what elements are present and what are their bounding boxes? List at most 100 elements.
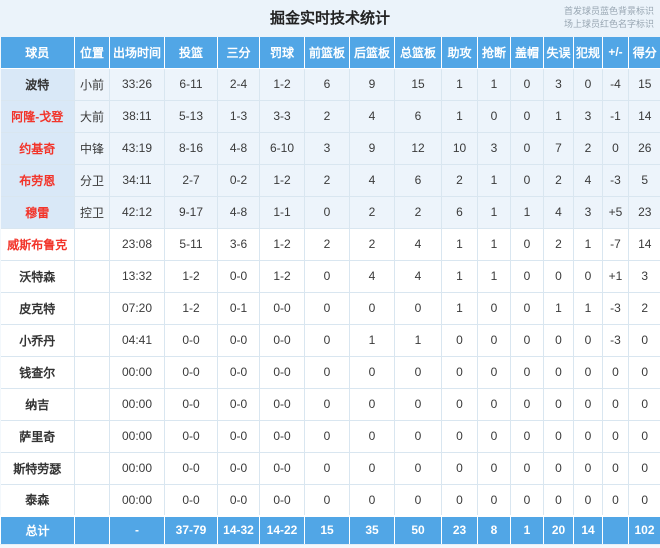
stat-cell-三分: 1-3 <box>217 99 260 133</box>
stat-cell-总篮板: 6 <box>394 99 442 133</box>
stat-cell-失误: 1 <box>543 99 574 133</box>
stat-cell-得分: 0 <box>628 451 660 485</box>
stat-cell-位置 <box>74 323 110 357</box>
stat-cell-+/-: -3 <box>602 163 629 197</box>
stat-cell-后篮板: 0 <box>349 355 395 389</box>
stat-cell-三分: 4-8 <box>217 131 260 165</box>
stat-cell-位置: 控卫 <box>74 195 110 229</box>
stat-cell-罚球: 0-0 <box>259 291 305 325</box>
stat-cell-罚球: 1-2 <box>259 259 305 293</box>
stat-cell-盖帽: 1 <box>510 195 544 229</box>
stat-cell-投篮: 1-2 <box>164 291 218 325</box>
stat-cell-后篮板: 9 <box>349 131 395 165</box>
stat-cell-出场时间: 38:11 <box>109 99 165 133</box>
stat-cell-犯规: 0 <box>573 451 603 485</box>
stat-cell-位置 <box>74 451 110 485</box>
stat-cell-犯规: 0 <box>573 387 603 421</box>
stat-cell-出场时间: 07:20 <box>109 291 165 325</box>
column-header-7: 后篮板 <box>349 37 395 69</box>
stat-cell-位置 <box>74 515 110 545</box>
stat-cell-抢断: 3 <box>477 131 511 165</box>
stat-cell-位置: 分卫 <box>74 163 110 197</box>
stat-cell-罚球: 0-0 <box>259 387 305 421</box>
stat-cell-+/-: 0 <box>602 483 629 517</box>
stat-cell-+/-: 0 <box>602 419 629 453</box>
stat-cell-出场时间: 34:11 <box>109 163 165 197</box>
legend-oncourt-note: 场上球员红色名字标识 <box>563 19 654 29</box>
stat-cell-失误: 1 <box>543 291 574 325</box>
stat-cell-投篮: 2-7 <box>164 163 218 197</box>
stat-cell-失误: 20 <box>543 515 574 545</box>
stat-cell-犯规: 0 <box>573 323 603 357</box>
stat-cell-总篮板: 4 <box>394 227 442 261</box>
stat-cell-投篮: 0-0 <box>164 355 218 389</box>
stat-cell-三分: 14-32 <box>217 515 260 545</box>
stat-cell-前篮板: 0 <box>304 387 350 421</box>
player-row: 萨里奇 00:00 0-0 0-0 0-0 0 0 0 0 0 0 0 0 0 0 <box>0 419 660 453</box>
column-header-0: 球员 <box>0 37 75 69</box>
stat-cell-助攻: 0 <box>441 451 478 485</box>
stat-cell-助攻: 0 <box>441 387 478 421</box>
stat-cell-得分: 14 <box>628 227 660 261</box>
stat-cell-盖帽: 0 <box>510 291 544 325</box>
stat-cell-总篮板: 0 <box>394 419 442 453</box>
stat-cell-助攻: 0 <box>441 323 478 357</box>
stat-cell-三分: 0-2 <box>217 163 260 197</box>
stat-cell-三分: 0-0 <box>217 355 260 389</box>
stat-cell-出场时间: - <box>109 515 165 545</box>
stat-cell-犯规: 0 <box>573 483 603 517</box>
stat-cell-抢断: 0 <box>477 419 511 453</box>
stat-cell-后篮板: 2 <box>349 227 395 261</box>
stat-cell-助攻: 0 <box>441 355 478 389</box>
stat-cell-位置 <box>74 259 110 293</box>
stat-cell-位置 <box>74 227 110 261</box>
stat-cell-出场时间: 00:00 <box>109 387 165 421</box>
stat-cell-罚球: 0-0 <box>259 355 305 389</box>
stat-cell-罚球: 1-2 <box>259 163 305 197</box>
stat-cell-犯规: 0 <box>573 259 603 293</box>
stat-cell-出场时间: 00:00 <box>109 419 165 453</box>
stat-cell-助攻: 1 <box>441 227 478 261</box>
column-header-11: 盖帽 <box>510 37 544 69</box>
stat-cell-罚球: 0-0 <box>259 323 305 357</box>
stat-cell-抢断: 1 <box>477 195 511 229</box>
stat-cell-三分: 0-1 <box>217 291 260 325</box>
stat-cell-抢断: 1 <box>477 227 511 261</box>
stat-cell-总篮板: 6 <box>394 163 442 197</box>
stat-cell-抢断: 0 <box>477 323 511 357</box>
stat-cell-助攻: 6 <box>441 195 478 229</box>
stat-cell-得分: 3 <box>628 259 660 293</box>
stat-cell-总篮板: 0 <box>394 291 442 325</box>
stat-cell-盖帽: 0 <box>510 451 544 485</box>
stat-cell-出场时间: 00:00 <box>109 483 165 517</box>
stat-cell-助攻: 1 <box>441 259 478 293</box>
stat-cell-盖帽: 0 <box>510 131 544 165</box>
stat-cell-犯规: 2 <box>573 131 603 165</box>
stat-cell-出场时间: 00:00 <box>109 451 165 485</box>
stat-cell-总篮板: 0 <box>394 387 442 421</box>
player-row: 波特 小前 33:26 6-11 2-4 1-2 6 9 15 1 1 0 3 0 -4 15 <box>0 67 660 101</box>
legend-starter-note: 首发球员蓝色背景标识 <box>563 6 654 16</box>
stat-cell-出场时间: 04:41 <box>109 323 165 357</box>
column-header-9: 助攻 <box>441 37 478 69</box>
legend: 首发球员蓝色背景标识 场上球员红色名字标识 <box>564 5 654 31</box>
stat-cell-位置 <box>74 387 110 421</box>
stat-cell-+/-: 0 <box>602 131 629 165</box>
stat-cell-+/-: +1 <box>602 259 629 293</box>
stat-cell-犯规: 3 <box>573 195 603 229</box>
stat-cell-盖帽: 0 <box>510 355 544 389</box>
stat-cell-失误: 2 <box>543 227 574 261</box>
stat-cell-位置 <box>74 291 110 325</box>
stat-cell-总篮板: 4 <box>394 259 442 293</box>
stat-cell-位置 <box>74 483 110 517</box>
stat-cell-总篮板: 0 <box>394 451 442 485</box>
stat-cell-+/-: +5 <box>602 195 629 229</box>
stat-cell-盖帽: 0 <box>510 483 544 517</box>
stat-cell-抢断: 8 <box>477 515 511 545</box>
stat-cell-盖帽: 0 <box>510 163 544 197</box>
header-row: 球员 位置 出场时间 投篮 三分 罚球 前篮板 后篮板 总篮板 助攻 抢断 盖帽 失误 犯规 +/- 得分 <box>0 37 660 69</box>
stat-cell-前篮板: 0 <box>304 419 350 453</box>
stat-cell-后篮板: 4 <box>349 99 395 133</box>
player-row: 布劳恩 分卫 34:11 2-7 0-2 1-2 2 4 6 2 1 0 2 4 -3 5 <box>0 163 660 197</box>
column-header-12: 失误 <box>543 37 574 69</box>
